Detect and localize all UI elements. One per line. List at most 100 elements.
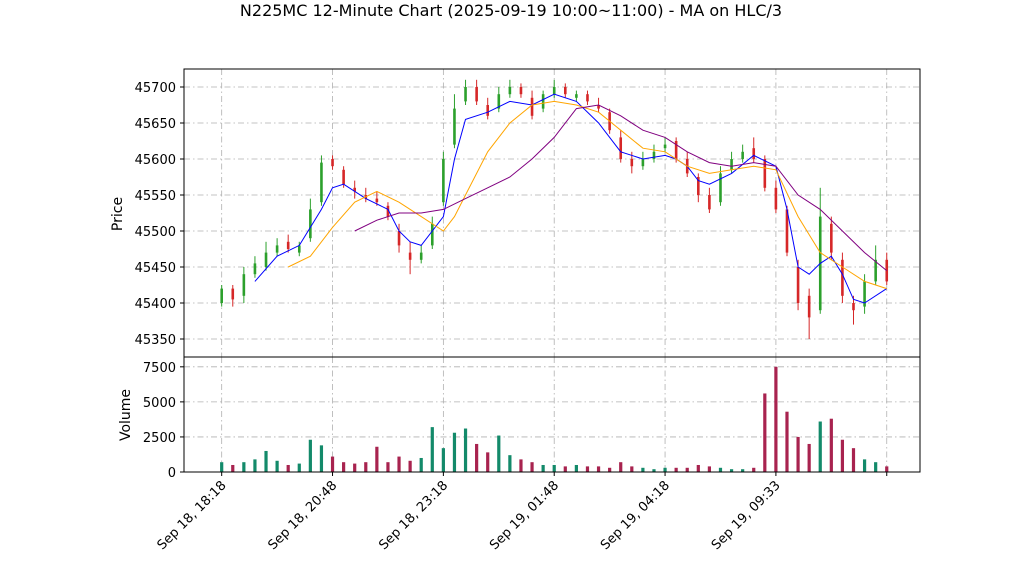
volume-bar (874, 462, 878, 472)
volume-bar (785, 411, 789, 472)
x-tick-label: Sep 18, 20:48 (265, 478, 340, 553)
volume-bar (608, 467, 612, 472)
x-axis: Sep 18, 18:18 Sep 18, 20:48 Sep 18, 23:18 S… (155, 472, 888, 553)
candle-body (497, 94, 501, 109)
candle-body (286, 241, 290, 249)
candle-body (885, 259, 889, 282)
candle-body (419, 252, 423, 260)
volume-bar (386, 462, 390, 472)
volume-bar (441, 448, 445, 472)
candle-body (541, 94, 545, 109)
moving-average-lines (254, 93, 888, 304)
price-tick-label: 45500 (135, 225, 176, 240)
volume-bar (430, 427, 434, 472)
candle-body (586, 94, 589, 102)
candle-body (342, 169, 345, 185)
candle-body (442, 159, 445, 203)
volume-tick-label: 7500 (143, 361, 176, 376)
volume-bar (685, 467, 689, 472)
price-tick-label: 45350 (135, 333, 176, 348)
candle-body (475, 87, 478, 102)
candle-body (763, 159, 767, 188)
candle-body (741, 151, 744, 159)
volume-bar (408, 460, 412, 472)
candle-body (297, 245, 301, 253)
candle-body (841, 259, 844, 296)
price-y-axis: 45350 45400 45450 45500 45550 45600 45650 45700 (135, 81, 184, 348)
volume-bar (707, 466, 711, 472)
candle-body (264, 252, 268, 267)
volume-bar (818, 421, 822, 472)
volume-bar (319, 445, 324, 472)
volume-bar (563, 466, 567, 472)
volume-bar (397, 456, 401, 472)
candle-body (231, 288, 235, 300)
candle-body (697, 177, 700, 195)
candle-body (397, 231, 401, 246)
volume-bar (663, 467, 667, 472)
candle-body (575, 94, 578, 98)
x-tick-label: Sep 19, 09:33 (709, 478, 784, 553)
volume-bar (741, 469, 745, 472)
volume-bar (652, 469, 656, 472)
price-tick-label: 45450 (135, 261, 176, 276)
volume-bar (452, 432, 457, 472)
volume-bar (674, 467, 678, 472)
candle-body (852, 303, 855, 311)
candle-body (530, 97, 534, 116)
candle-body (430, 223, 434, 246)
candle-body (641, 159, 645, 167)
volume-tick-label: 2500 (143, 431, 176, 446)
volume-bar (840, 439, 845, 472)
volume-bar (796, 436, 800, 472)
volume-bar (619, 462, 623, 472)
volume-bar (275, 460, 279, 472)
x-tick-label: Sep 18, 18:18 (155, 478, 230, 553)
candle-body (752, 148, 756, 159)
candle-body (796, 267, 800, 303)
volume-bar (308, 439, 312, 472)
x-tick-label: Sep 19, 04:18 (598, 478, 673, 553)
candle-body (464, 87, 467, 102)
volume-bar (364, 462, 368, 472)
price-tick-label: 45700 (135, 81, 176, 96)
volume-bar (419, 457, 423, 472)
volume-bar (353, 463, 357, 472)
volume-tick-label: 5000 (143, 396, 176, 411)
volume-bar (264, 450, 268, 472)
candle-body (663, 144, 667, 149)
candle-body (807, 295, 811, 318)
volume-bar (552, 464, 556, 472)
volume-bar (774, 366, 778, 472)
volume-bar (851, 448, 856, 472)
volume-axis-label: Volume (118, 389, 134, 441)
candle-body (708, 195, 711, 210)
volume-bars (220, 366, 889, 472)
candle-body (386, 205, 390, 217)
volume-bar (220, 462, 224, 472)
volume-bar (574, 464, 578, 472)
candle-body (785, 209, 789, 253)
candle-body (408, 252, 412, 260)
volume-bar (807, 443, 811, 472)
volume-bar (519, 459, 523, 472)
volume-bar (829, 418, 833, 472)
volume-bar (718, 467, 723, 472)
moving-average-line (354, 104, 888, 271)
volume-bar (508, 455, 512, 472)
candle-body (331, 159, 334, 167)
volume-plot-frame (183, 356, 921, 473)
volume-bar (729, 469, 734, 472)
volume-bar (630, 466, 634, 472)
candle-body (242, 274, 246, 296)
price-tick-label: 45600 (135, 153, 176, 168)
candle-body (519, 87, 523, 95)
volume-bar (885, 466, 889, 472)
volume-bar (463, 428, 468, 472)
volume-bar (297, 463, 301, 472)
candle-body (863, 281, 866, 307)
volume-bar (530, 462, 534, 472)
candle-body (275, 245, 279, 253)
volume-bar (596, 466, 601, 472)
